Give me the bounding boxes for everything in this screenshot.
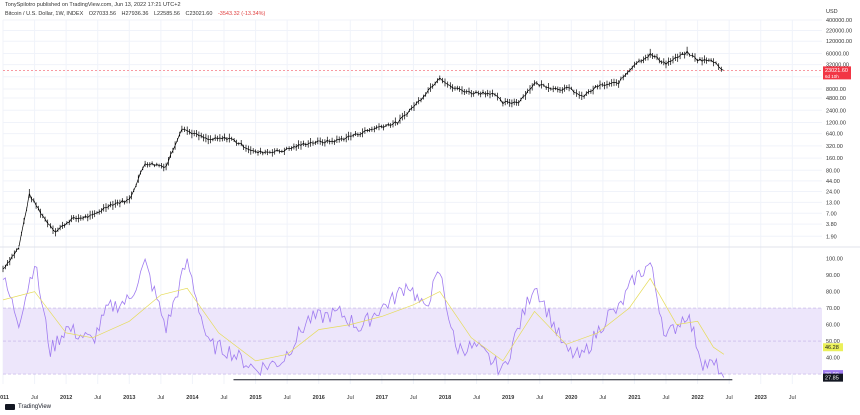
rsi-axis[interactable]: 100.0090.0080.0070.0060.0050.0040.0030.0… bbox=[823, 257, 843, 382]
rsi-tick-label: 70.00 bbox=[826, 306, 840, 312]
time-tick-label: Jul bbox=[663, 395, 670, 401]
price-tick-label: 640.00 bbox=[826, 132, 843, 138]
rsi-tick-label: 50.00 bbox=[826, 339, 840, 345]
price-axis[interactable]: USD 400000.00 220000.00 120000.00 60000.00 32… bbox=[823, 9, 852, 240]
rsi-tick-label: 80.00 bbox=[826, 290, 840, 296]
time-tick-label: Jul bbox=[726, 395, 733, 401]
price-tick-label: 4800.00 bbox=[826, 96, 846, 102]
time-tick-label: 2016 bbox=[313, 395, 325, 401]
time-tick-label: Jul bbox=[599, 395, 606, 401]
price-tick-label: 120000.00 bbox=[826, 39, 852, 45]
price-tick-label: 8000.00 bbox=[826, 87, 846, 93]
last-price-countdown: 6d 10h bbox=[825, 74, 839, 79]
price-series bbox=[2, 46, 725, 273]
price-tick-label: 7.00 bbox=[826, 211, 837, 217]
time-tick-label: 2019 bbox=[502, 395, 514, 401]
time-tick-label: Jul bbox=[94, 395, 101, 401]
rsi-tick-label: 60.00 bbox=[826, 323, 840, 329]
price-tick-label: 220000.00 bbox=[826, 29, 852, 35]
price-candles bbox=[2, 46, 725, 273]
price-tick-label: 320.00 bbox=[826, 144, 843, 150]
rsi-ma-value-badge bbox=[823, 343, 843, 352]
time-tick-label: Jul bbox=[410, 395, 417, 401]
publisher-line: TonySpilotro published on TradingView.co… bbox=[5, 2, 181, 8]
time-tick-label: Jul bbox=[220, 395, 227, 401]
price-tick-label: 32000.00 bbox=[826, 63, 849, 69]
rsi-ma-line bbox=[2, 277, 725, 362]
price-tick-label: 2400.00 bbox=[826, 108, 846, 114]
symbol-name[interactable]: Bitcoin / U.S. Dollar, 1W, INDEX bbox=[5, 11, 84, 17]
time-tick-label: Jul bbox=[347, 395, 354, 401]
time-tick-label: 2011 bbox=[0, 395, 9, 401]
time-tick-label: 2022 bbox=[691, 395, 703, 401]
time-tick-label: 2021 bbox=[628, 395, 640, 401]
price-tick-label: 80.00 bbox=[826, 168, 840, 174]
time-tick-label: Jul bbox=[536, 395, 543, 401]
time-tick-label: Jul bbox=[284, 395, 291, 401]
rsi-tick-label: 100.00 bbox=[826, 257, 843, 263]
rsi-value-badge-label: 27.85 bbox=[825, 376, 839, 382]
last-price-badge bbox=[823, 66, 851, 80]
rsi-ma-value-badge-label: 46.28 bbox=[825, 345, 839, 351]
symbol-line: Bitcoin / U.S. Dollar, 1W, INDEX O27033.… bbox=[5, 11, 269, 17]
ohlc-high: H27936.36 bbox=[121, 11, 149, 17]
price-tick-label: 1.90 bbox=[826, 234, 837, 240]
rsi-tick-label: 90.00 bbox=[826, 273, 840, 279]
time-tick-label: 2013 bbox=[123, 395, 135, 401]
time-tick-label: 2017 bbox=[376, 395, 388, 401]
time-tick-label: Jul bbox=[157, 395, 164, 401]
time-tick-label: Jul bbox=[789, 395, 796, 401]
ohlc-open: O27033.56 bbox=[88, 11, 116, 17]
price-tick-label: 400000.00 bbox=[826, 18, 852, 24]
price-tick-label: 160.00 bbox=[826, 156, 843, 162]
price-unit-label: USD bbox=[826, 9, 838, 15]
price-tick-label: 44.00 bbox=[826, 179, 840, 185]
ohlc-change: -3543.32 (-13.34%) bbox=[217, 11, 266, 17]
time-tick-label: 2018 bbox=[439, 395, 451, 401]
rsi-lines bbox=[2, 257, 725, 378]
time-tick-label: 2012 bbox=[60, 395, 72, 401]
tradingview-logo[interactable]: TradingView bbox=[5, 404, 51, 410]
price-tick-label: 1200.00 bbox=[826, 121, 846, 127]
rsi-tick-label: 40.00 bbox=[826, 356, 840, 362]
time-tick-label: 2015 bbox=[249, 395, 261, 401]
time-tick-label: Jul bbox=[31, 395, 38, 401]
time-tick-label: Jul bbox=[473, 395, 480, 401]
ohlc-close: C23021.60 bbox=[185, 11, 213, 17]
ohlc-low: L22585.56 bbox=[153, 11, 180, 17]
price-tick-label: 13.00 bbox=[826, 200, 840, 206]
time-tick-label: 2014 bbox=[186, 395, 199, 401]
tradingview-logo-icon bbox=[5, 404, 15, 410]
time-tick-label: 2020 bbox=[565, 395, 577, 401]
time-tick-label: 2023 bbox=[755, 395, 767, 401]
rsi-value-badge bbox=[823, 373, 843, 382]
price-tick-label: 60000.00 bbox=[826, 51, 849, 57]
last-price-label: 23021.60 bbox=[825, 68, 848, 74]
tradingview-brand: TradingView bbox=[18, 404, 52, 410]
price-tick-label: 24.00 bbox=[826, 190, 840, 196]
rsi-level-lines bbox=[3, 307, 822, 375]
time-axis[interactable]: 2011 Jul 2012 Jul 2013 Jul 2014 Jul 2015 Jul 2016 J… bbox=[0, 395, 796, 401]
price-tick-label: 3.80 bbox=[826, 222, 837, 228]
